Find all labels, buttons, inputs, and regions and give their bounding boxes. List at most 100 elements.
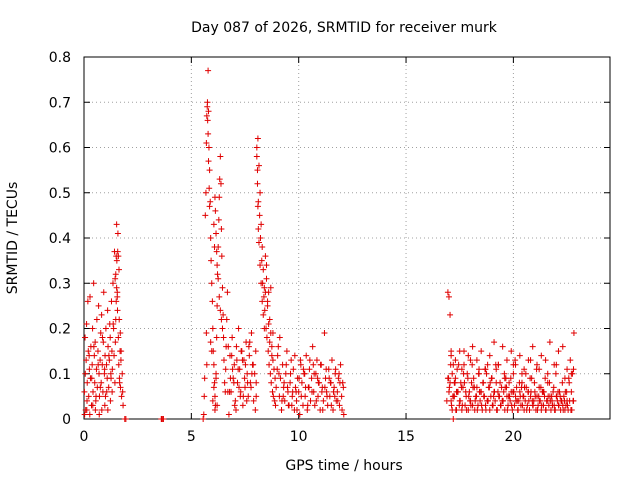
data-point [461,361,468,368]
data-point [271,397,278,404]
data-point [298,379,305,386]
data-point [518,370,525,377]
data-point [113,221,120,228]
data-point [489,402,496,409]
data-point [456,348,463,355]
data-point [515,406,522,413]
data-point [203,139,210,146]
data-point [210,384,217,391]
grid [84,57,610,419]
data-point [318,388,325,395]
data-point [202,189,209,196]
data-point [461,379,468,386]
data-point [265,348,272,355]
data-point [208,257,215,264]
data-point [213,334,220,341]
data-point [293,397,300,404]
data-point [83,406,90,413]
data-point [269,388,276,395]
data-point [233,406,240,413]
data-point [111,379,118,386]
data-point [223,316,230,323]
data-point [202,212,209,219]
data-point [320,397,327,404]
data-point [459,402,466,409]
data-point [97,384,104,391]
data-point [311,370,318,377]
data-point [82,334,89,341]
data-point [452,406,459,413]
data-point [96,370,103,377]
data-point [105,343,112,350]
data-point [516,379,523,386]
data-point [264,302,271,309]
data-point [510,361,517,368]
data-point [110,320,117,327]
data-point [262,289,269,296]
data-point [506,393,513,400]
data-point [486,384,493,391]
x-tick-label: 20 [504,429,522,445]
data-point [108,375,115,382]
data-point [213,230,220,237]
data-point [300,366,307,373]
data-point [553,393,560,400]
data-point [542,375,549,382]
data-point [474,406,481,413]
y-tick-label: 0.6 [49,141,71,157]
data-point [527,357,534,364]
data-point [263,275,270,282]
data-point [109,388,116,395]
y-tick-label: 0.1 [49,367,71,383]
data-point [331,393,338,400]
data-point [570,366,577,373]
data-point [217,307,224,314]
data-point [235,325,242,332]
data-point [89,402,96,409]
x-tick-label: 15 [397,429,415,445]
data-point [527,375,534,382]
data-point [460,370,467,377]
data-point [464,375,471,382]
data-point [216,176,223,183]
data-point [86,411,93,418]
data-point [203,112,210,119]
data-point [449,370,456,377]
data-point [107,334,114,341]
x-axis-label: GPS time / hours [285,458,402,474]
data-point [311,402,318,409]
data-point [235,366,242,373]
data-point [252,348,259,355]
data-point [568,370,575,377]
data-point [236,384,243,391]
data-point [266,361,273,368]
data-point [476,370,483,377]
data-point [93,316,100,323]
data-point [278,406,285,413]
data-point [81,411,88,418]
data-point [306,366,313,373]
data-point [491,388,498,395]
data-point [122,416,129,422]
data-point [104,307,111,314]
data-point [340,384,347,391]
data-point [339,406,346,413]
data-point [118,348,125,355]
data-point [254,167,261,174]
data-point [298,393,305,400]
data-point [208,348,215,355]
data-point [499,343,506,350]
data-point [313,397,320,404]
data-point [112,271,119,278]
data-point [495,393,502,400]
data-point [500,397,507,404]
data-point [290,366,297,373]
data-point [476,388,483,395]
data-point [540,388,547,395]
data-point [228,352,235,359]
data-point [268,352,275,359]
data-point [492,397,499,404]
plot-frame [83,56,611,420]
data-point [254,203,261,210]
data-point [564,366,571,373]
